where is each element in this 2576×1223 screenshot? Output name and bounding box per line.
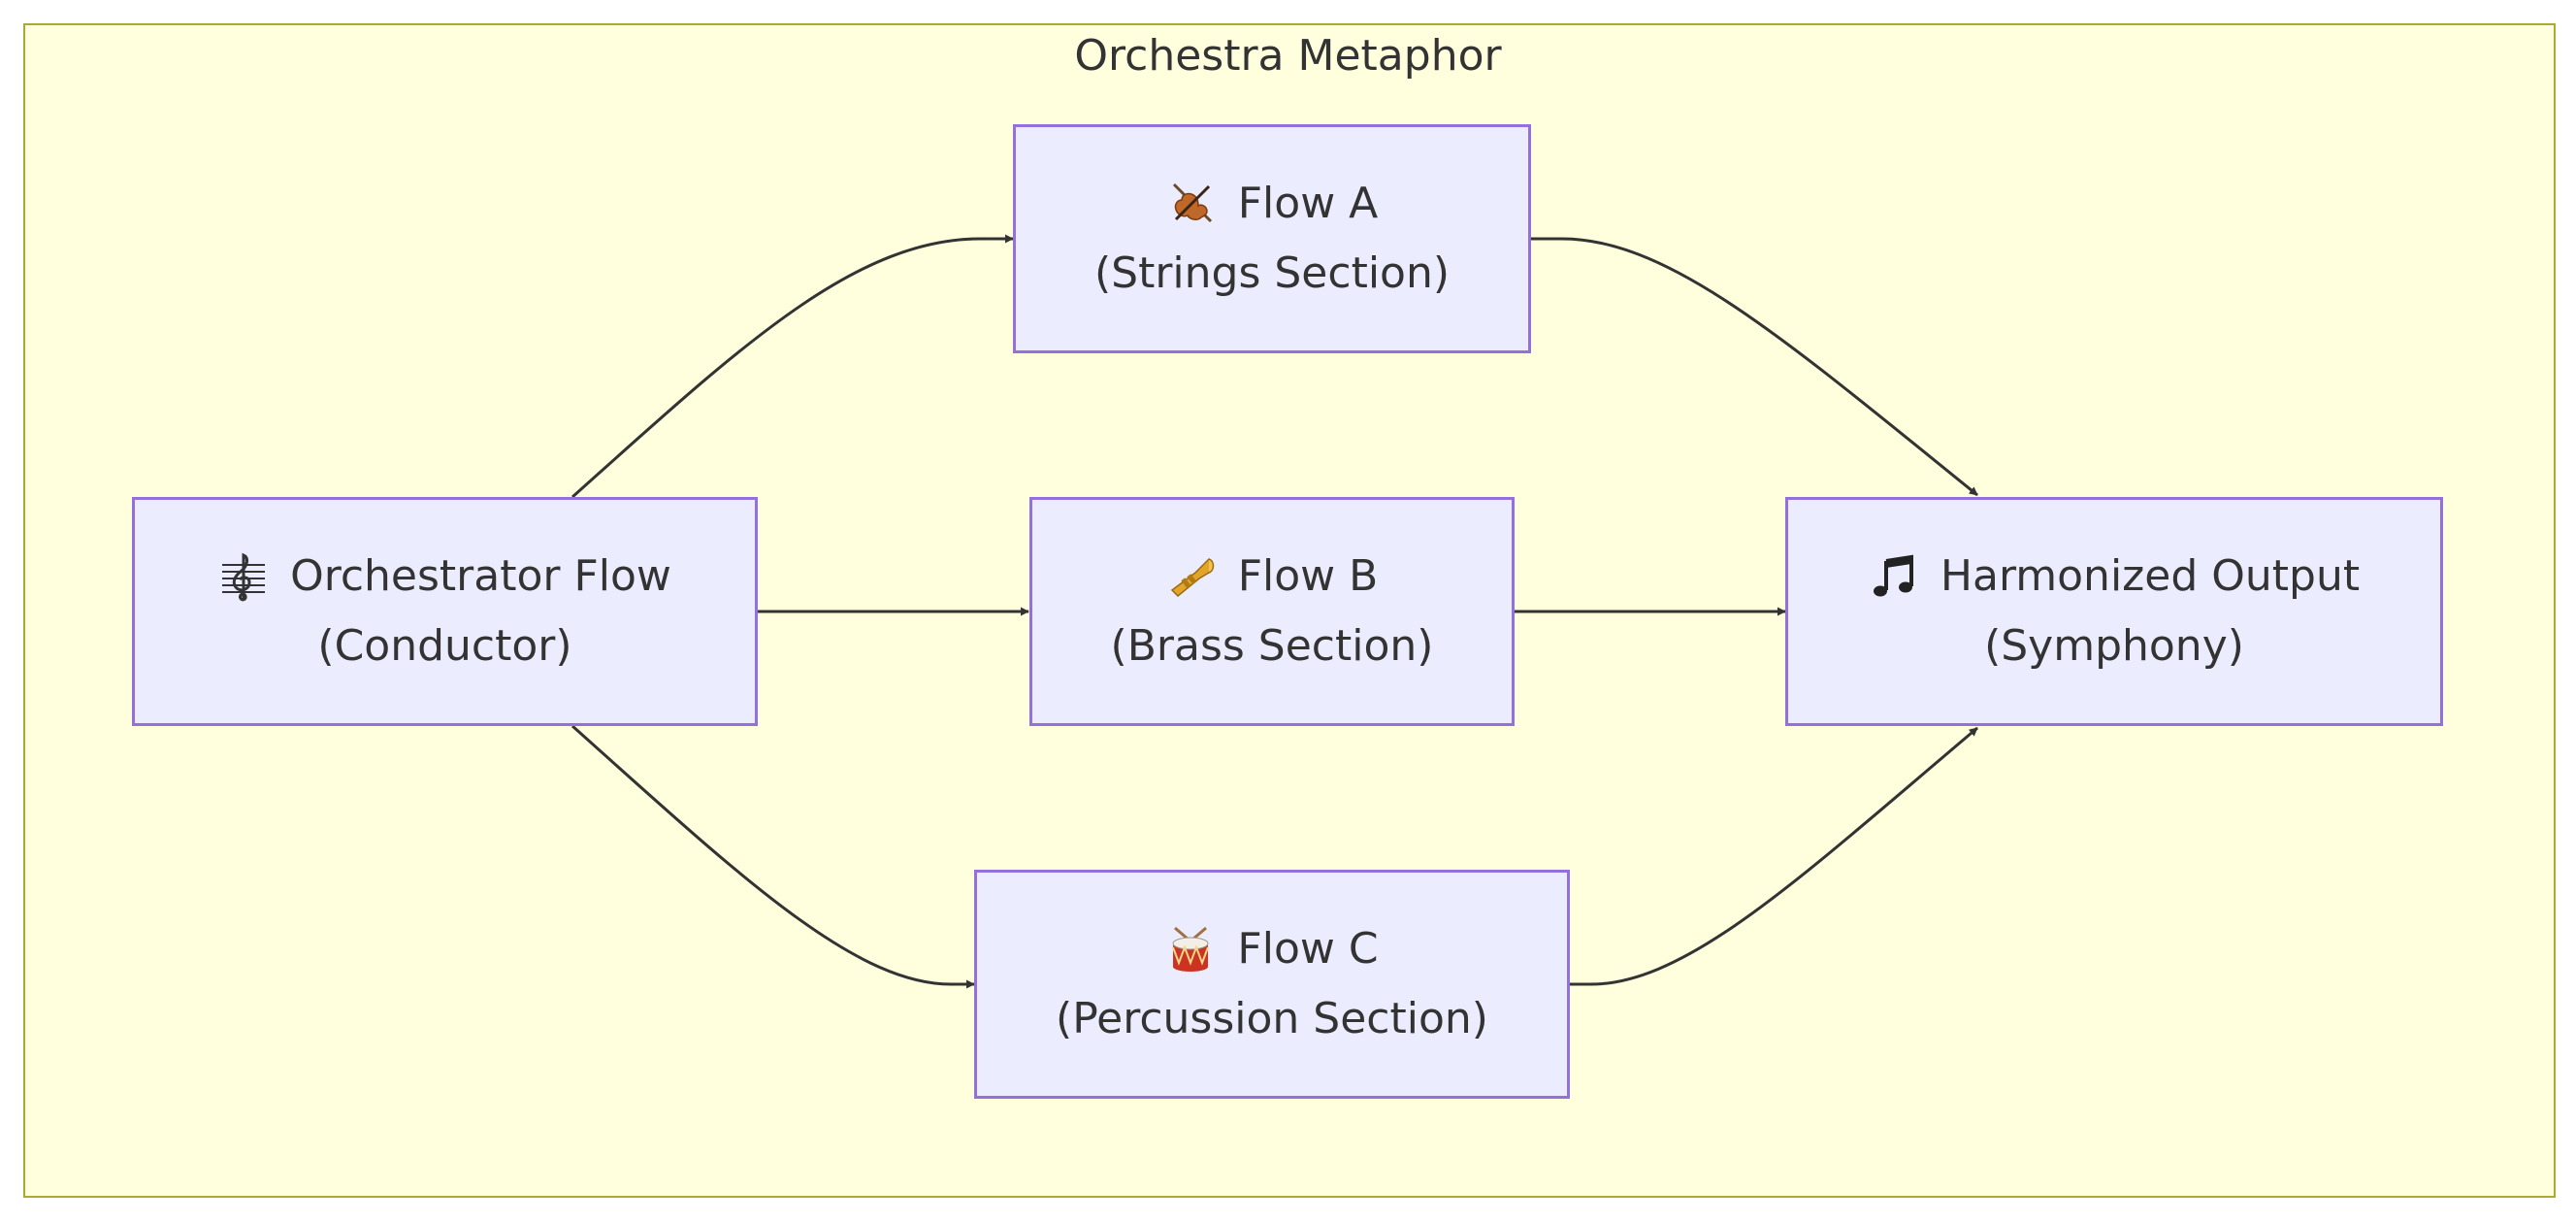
- node-label: Flow A: [1237, 179, 1379, 228]
- node-label: Flow B: [1237, 551, 1379, 601]
- node-harmonized-output[interactable]: Harmonized Output (Symphony): [1785, 497, 2443, 726]
- musical-note-icon: [1869, 551, 1919, 602]
- drum-icon: [1165, 924, 1216, 975]
- edge-flow-c-to-output: [1570, 726, 1978, 986]
- node-sublabel: (Brass Section): [1110, 621, 1434, 671]
- node-flow-a[interactable]: Flow A (Strings Section): [1013, 124, 1531, 353]
- node-sublabel: (Symphony): [1984, 621, 2244, 671]
- edge-conductor-to-flow-c: [571, 724, 975, 989]
- violin-icon: [1166, 179, 1217, 229]
- edge-conductor-to-flow-a: [571, 234, 1014, 499]
- node-orchestrator-flow[interactable]: Orchestrator Flow (Conductor): [132, 497, 758, 726]
- group-title: Orchestra Metaphor: [1074, 31, 1502, 81]
- node-sublabel: (Conductor): [317, 621, 572, 671]
- node-flow-c[interactable]: Flow C (Percussion Section): [974, 870, 1570, 1099]
- treble-clef-icon: [218, 551, 269, 602]
- node-sublabel: (Strings Section): [1093, 248, 1451, 298]
- trumpet-icon: [1166, 551, 1217, 602]
- node-label: Harmonized Output: [1940, 551, 2361, 601]
- node-label: Orchestrator Flow: [290, 551, 671, 601]
- node-sublabel: (Percussion Section): [1056, 994, 1488, 1043]
- edge-flow-a-to-output: [1531, 237, 1978, 497]
- node-label: Flow C: [1237, 924, 1379, 974]
- node-flow-b[interactable]: Flow B (Brass Section): [1029, 497, 1515, 726]
